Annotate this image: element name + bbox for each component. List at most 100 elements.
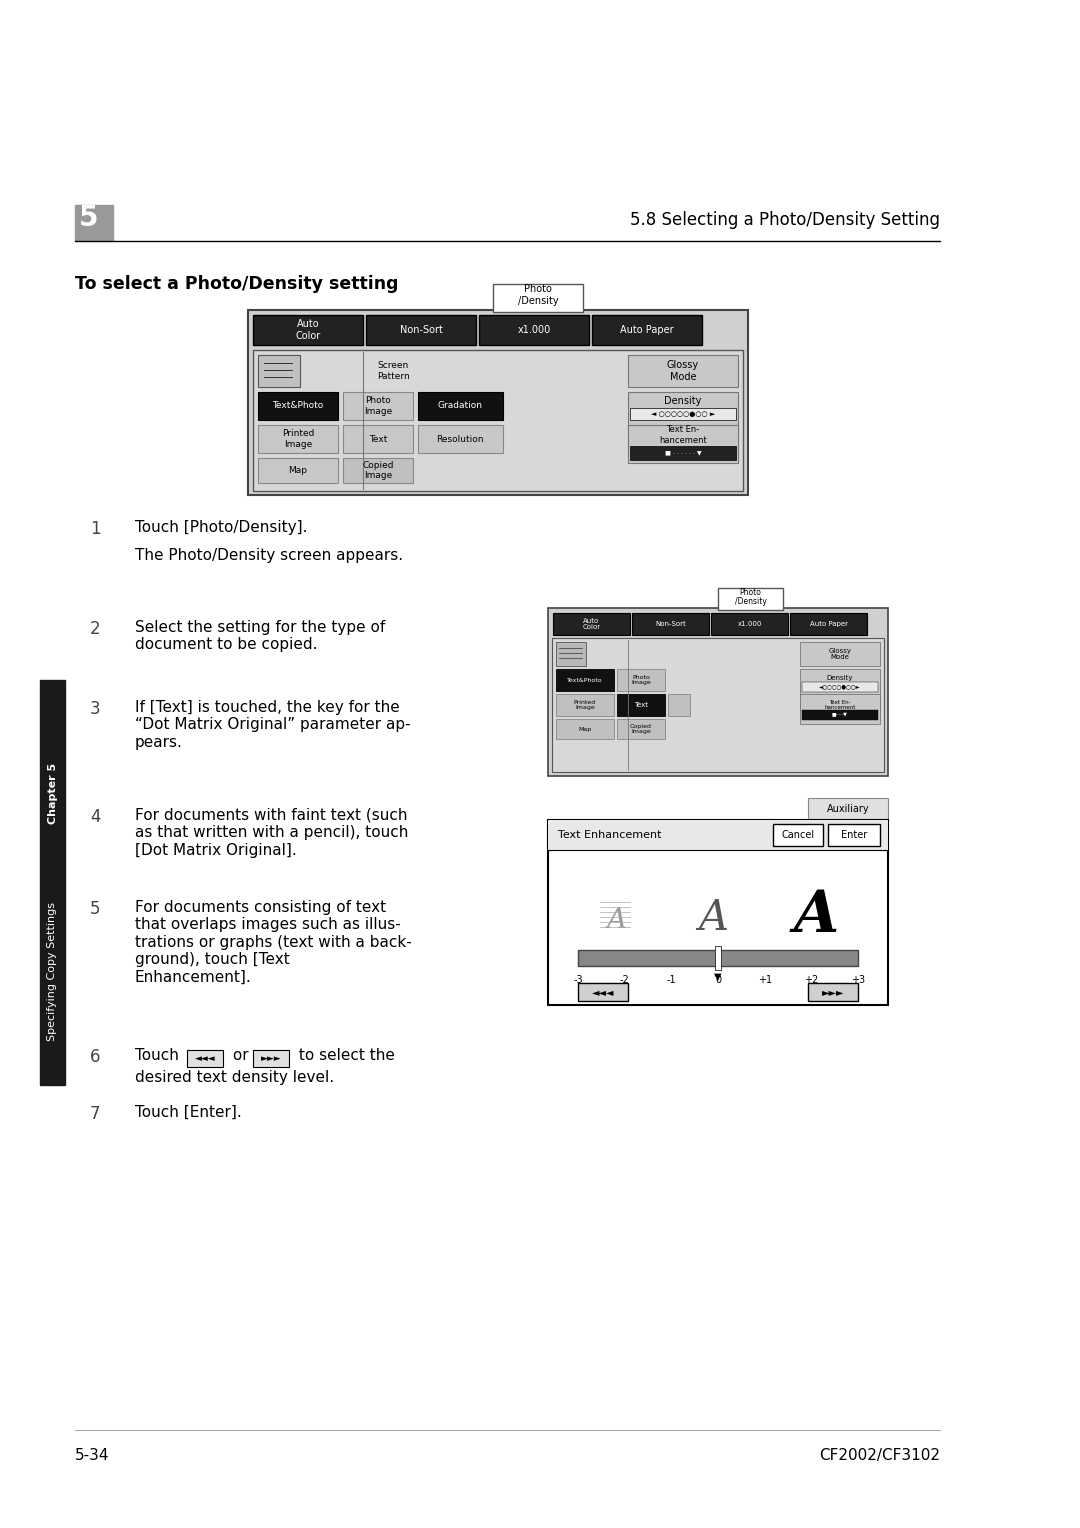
Bar (828, 824, 880, 847)
Text: Glossy
Mode: Glossy Mode (828, 648, 851, 660)
Text: Text&Photo: Text&Photo (272, 402, 324, 411)
Bar (556, 694, 615, 717)
Bar (258, 393, 338, 420)
Text: Specifying Copy Settings: Specifying Copy Settings (48, 902, 57, 1041)
Text: A: A (606, 906, 626, 934)
Text: Text: Text (634, 701, 648, 707)
Text: -3: -3 (573, 975, 583, 986)
Bar (556, 720, 615, 740)
Bar (627, 393, 738, 452)
Bar (715, 946, 721, 970)
Text: 6: 6 (90, 1048, 100, 1067)
Text: Text En-
hancement: Text En- hancement (659, 425, 707, 445)
Text: Printed
Image: Printed Image (282, 429, 314, 449)
Bar (366, 315, 476, 345)
Bar (258, 425, 338, 452)
Text: ■ · · · · · · ▼: ■ · · · · · · ▼ (664, 451, 701, 455)
Text: Resolution: Resolution (436, 434, 484, 443)
Bar (253, 1050, 289, 1067)
Text: Glossy
Mode: Glossy Mode (667, 361, 699, 382)
Text: Photo
/Density: Photo /Density (517, 284, 558, 306)
Bar (253, 315, 363, 345)
Text: ◄◄◄: ◄◄◄ (194, 1054, 215, 1063)
Text: 5: 5 (90, 900, 100, 918)
Bar (802, 711, 878, 720)
Text: ►►►: ►►► (260, 1054, 281, 1063)
Bar (632, 613, 708, 636)
Bar (617, 669, 665, 691)
Text: +1: +1 (757, 975, 772, 986)
Bar (617, 720, 665, 740)
Bar (418, 393, 503, 420)
Bar (418, 425, 503, 452)
Text: ◄ ○○○○○●○○ ►: ◄ ○○○○○●○○ ► (651, 411, 715, 417)
Bar (548, 821, 888, 1005)
Text: A: A (698, 897, 728, 940)
Text: Cancel: Cancel (782, 830, 814, 840)
Text: x1.000: x1.000 (738, 620, 761, 626)
Text: 0: 0 (715, 975, 721, 986)
Text: Auxiliary: Auxiliary (826, 804, 869, 814)
Text: Enter: Enter (841, 830, 867, 840)
Bar (617, 694, 665, 717)
Text: Copied
Image: Copied Image (362, 461, 394, 480)
Text: 3: 3 (90, 700, 100, 718)
Text: Non-Sort: Non-Sort (400, 325, 443, 335)
Text: If [Text] is touched, the key for the
“Dot Matrix Original” parameter ap-
pears.: If [Text] is touched, the key for the “D… (135, 700, 410, 750)
Bar (253, 350, 743, 490)
Bar (627, 425, 738, 463)
Text: For documents with faint text (such
as that written with a pencil), touch
[Dot M: For documents with faint text (such as t… (135, 808, 408, 857)
Text: Density: Density (664, 396, 702, 406)
Bar (669, 694, 690, 717)
Text: Copied
Image: Copied Image (630, 724, 652, 733)
Text: -2: -2 (620, 975, 630, 986)
Bar (627, 354, 738, 387)
Bar (548, 821, 888, 850)
Text: 5: 5 (79, 205, 98, 232)
Bar (578, 950, 858, 966)
Text: 2: 2 (90, 620, 100, 639)
Text: +2: +2 (805, 975, 819, 986)
Bar (40, 680, 65, 1085)
Bar (258, 354, 300, 387)
Bar (248, 310, 748, 495)
Text: -1: -1 (666, 975, 676, 986)
Text: Auto Paper: Auto Paper (810, 620, 848, 626)
Bar (548, 608, 888, 776)
Bar (800, 694, 880, 724)
Text: to select the: to select the (294, 1048, 395, 1063)
Text: Map: Map (579, 726, 592, 732)
Text: Density: Density (827, 675, 853, 681)
Text: Screen
Pattern: Screen Pattern (377, 361, 409, 380)
Text: Photo
Image: Photo Image (631, 675, 651, 685)
Bar (187, 1050, 222, 1067)
Text: Auto
Color: Auto Color (295, 319, 321, 341)
Text: Text: Text (368, 434, 388, 443)
Text: Touch [Photo/Density].: Touch [Photo/Density]. (135, 520, 308, 535)
Text: 4: 4 (90, 808, 100, 827)
Bar (343, 393, 413, 420)
Bar (480, 315, 589, 345)
Text: Auto
Color: Auto Color (582, 617, 600, 630)
Text: x1.000: x1.000 (517, 325, 551, 335)
Bar (789, 613, 867, 636)
Text: The Photo/Density screen appears.: The Photo/Density screen appears. (135, 549, 403, 562)
Bar (711, 613, 788, 636)
Text: CF2002/CF3102: CF2002/CF3102 (819, 1449, 940, 1462)
Bar (773, 824, 823, 847)
Bar (343, 458, 413, 483)
Text: To select a Photo/Density setting: To select a Photo/Density setting (75, 275, 399, 293)
Bar (492, 284, 583, 312)
Text: Touch: Touch (135, 1048, 184, 1063)
Bar (718, 588, 783, 610)
Text: Map: Map (288, 466, 308, 475)
Text: A: A (794, 888, 839, 944)
Text: Auto Paper: Auto Paper (620, 325, 674, 335)
Text: For documents consisting of text
that overlaps images such as illus-
trations or: For documents consisting of text that ov… (135, 900, 411, 984)
Bar (592, 315, 702, 345)
Bar (802, 681, 878, 692)
Bar (556, 642, 586, 666)
Bar (630, 408, 735, 420)
Text: ◄◄◄: ◄◄◄ (592, 987, 615, 996)
Bar (258, 458, 338, 483)
